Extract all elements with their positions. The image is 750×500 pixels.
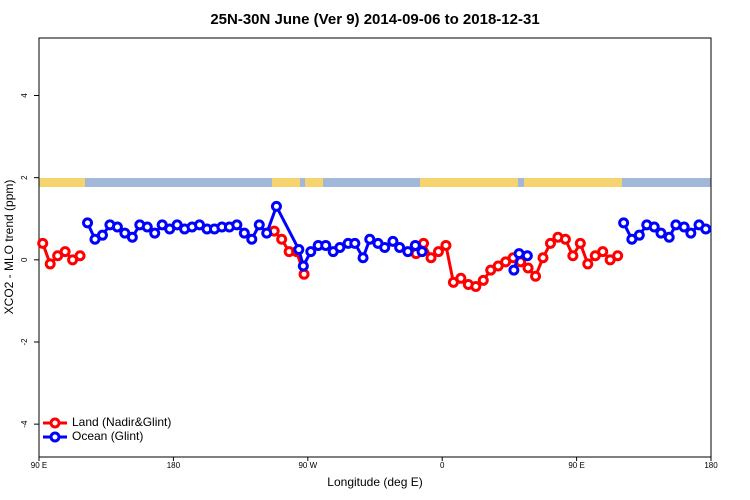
point bbox=[238, 227, 250, 239]
land-band bbox=[272, 178, 300, 187]
point bbox=[685, 227, 697, 239]
point bbox=[537, 252, 549, 264]
y-tick-label: -2 bbox=[20, 338, 29, 346]
point bbox=[612, 250, 624, 262]
point bbox=[349, 237, 361, 249]
point bbox=[149, 227, 161, 239]
point bbox=[297, 260, 309, 272]
y-axis-label: XCO2 - MLO trend (ppm) bbox=[2, 180, 16, 315]
y-tick-label: 0 bbox=[20, 257, 29, 262]
point bbox=[379, 242, 391, 253]
legend-marker bbox=[49, 417, 61, 429]
point bbox=[74, 250, 86, 262]
point bbox=[470, 281, 482, 293]
chart-title: 25N-30N June (Ver 9) 2014-09-06 to 2018-… bbox=[210, 11, 539, 28]
point bbox=[246, 233, 258, 245]
land-band bbox=[420, 178, 518, 187]
point bbox=[394, 242, 406, 253]
point bbox=[253, 219, 265, 231]
point bbox=[126, 231, 138, 243]
point bbox=[111, 221, 123, 233]
point bbox=[633, 229, 645, 241]
point bbox=[544, 237, 556, 249]
point bbox=[357, 252, 369, 264]
land-band bbox=[39, 178, 85, 187]
point bbox=[37, 237, 49, 249]
point bbox=[582, 258, 594, 270]
point bbox=[402, 246, 414, 258]
point bbox=[648, 221, 660, 233]
point bbox=[663, 231, 675, 243]
point bbox=[559, 233, 571, 245]
y-tick-label: 2 bbox=[20, 175, 29, 180]
point bbox=[567, 250, 579, 262]
point bbox=[409, 239, 421, 251]
point bbox=[618, 217, 630, 229]
plot-frame bbox=[38, 37, 712, 458]
x-axis-label: Longitude (deg E) bbox=[327, 475, 422, 489]
point bbox=[655, 227, 667, 239]
point bbox=[440, 239, 452, 251]
point bbox=[82, 217, 94, 229]
point bbox=[59, 246, 71, 258]
point bbox=[477, 274, 489, 286]
point bbox=[320, 239, 332, 251]
land-band bbox=[305, 178, 323, 187]
point bbox=[522, 262, 534, 274]
surface-band bbox=[39, 178, 711, 187]
point bbox=[96, 229, 108, 241]
x-tick-label: 180 bbox=[167, 461, 181, 470]
point bbox=[276, 233, 288, 245]
point bbox=[334, 242, 346, 253]
point bbox=[597, 246, 609, 258]
point bbox=[231, 219, 243, 231]
x-tick-label: 90 E bbox=[568, 461, 584, 470]
point bbox=[364, 233, 376, 245]
y-tick-label: 4 bbox=[20, 93, 29, 98]
land-band bbox=[524, 178, 622, 187]
point bbox=[700, 223, 712, 235]
x-tick-label: 0 bbox=[440, 461, 445, 470]
x-tick-label: 90 E bbox=[31, 461, 47, 470]
point bbox=[574, 237, 586, 249]
point bbox=[293, 244, 305, 256]
legend-label: Ocean (Glint) bbox=[72, 429, 143, 443]
point bbox=[432, 246, 444, 258]
ocean-band bbox=[39, 178, 711, 187]
point bbox=[387, 235, 399, 247]
point bbox=[270, 200, 282, 212]
point bbox=[508, 264, 520, 276]
legend-marker bbox=[49, 431, 61, 443]
point bbox=[678, 221, 690, 233]
point bbox=[44, 258, 56, 270]
y-tick-label: -4 bbox=[20, 420, 29, 428]
point bbox=[521, 250, 533, 262]
point bbox=[416, 246, 428, 258]
x-tick-label: 90 W bbox=[298, 461, 317, 470]
point bbox=[261, 227, 273, 239]
legend-label: Land (Nadir&Glint) bbox=[72, 415, 171, 429]
point bbox=[530, 270, 542, 282]
point bbox=[425, 252, 437, 264]
point bbox=[305, 246, 317, 258]
point bbox=[141, 221, 153, 233]
x-tick-label: 180 bbox=[704, 461, 718, 470]
point bbox=[455, 272, 467, 284]
